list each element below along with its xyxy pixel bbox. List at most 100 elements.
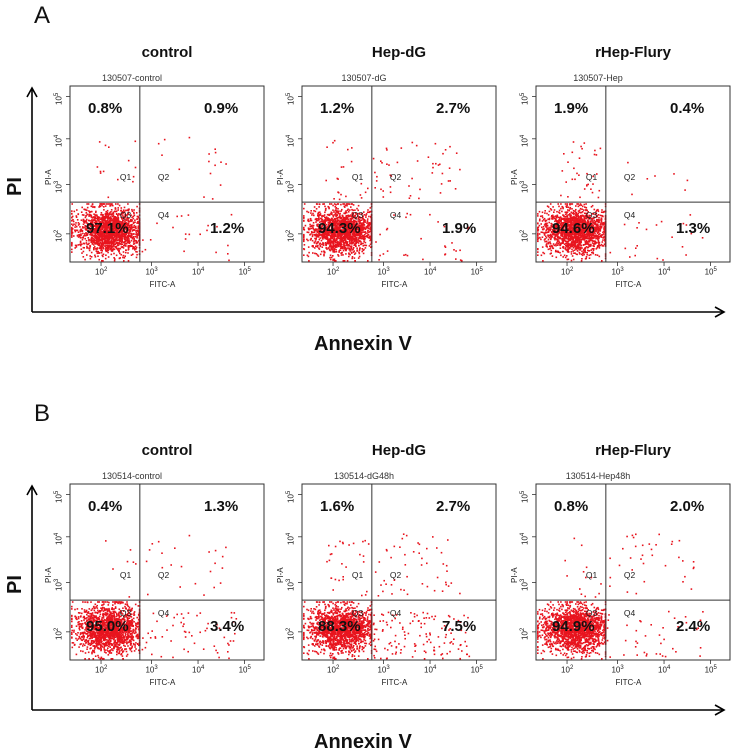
q3-point [84, 237, 86, 240]
q3-point [111, 223, 113, 225]
q3-point [92, 241, 94, 244]
q3-point [112, 214, 115, 217]
q3-point [346, 243, 348, 245]
q3-point [135, 256, 138, 259]
q3-point [82, 250, 85, 253]
q3-point [104, 231, 107, 233]
q3-point [113, 236, 116, 238]
q3-point [102, 216, 105, 219]
q3-point [123, 257, 126, 259]
q3-point [101, 216, 104, 218]
q3-point [369, 239, 371, 242]
q3-point [93, 225, 95, 227]
q3-point [130, 235, 132, 238]
q3-point [130, 254, 133, 256]
q3-point [127, 226, 129, 229]
q4-point [455, 250, 457, 252]
q3-point [130, 239, 133, 242]
q2-point [220, 161, 222, 163]
q3-point [127, 245, 129, 247]
q3-point [332, 259, 334, 262]
q2-point [386, 163, 388, 165]
q3-point [88, 249, 91, 252]
q3-point [537, 229, 540, 231]
q3-point [541, 226, 543, 229]
q3-point [115, 217, 117, 219]
q3-point [101, 260, 103, 262]
q3-point [99, 247, 101, 249]
q3-point [560, 254, 562, 257]
q3-point [109, 213, 111, 215]
q3-point [580, 244, 583, 247]
q4-point [386, 250, 389, 252]
q1-point [117, 178, 119, 181]
q4-point [404, 253, 407, 256]
q4-point [184, 238, 187, 240]
q3-point [547, 206, 550, 208]
q3-point [120, 213, 123, 215]
q3-point [330, 246, 332, 248]
q3-point [119, 225, 121, 227]
q3-point [579, 207, 582, 210]
q3-point [323, 253, 325, 256]
q3-point [599, 223, 602, 226]
q3-point [102, 221, 104, 223]
q1-point [345, 195, 347, 198]
q3-point [109, 221, 112, 224]
q3-point [94, 222, 97, 225]
q3-point [92, 237, 94, 240]
q3-point [98, 238, 101, 240]
q3-point [112, 241, 115, 244]
q3-point [574, 210, 576, 212]
q1-point [132, 180, 134, 183]
q3-point [76, 235, 79, 237]
q3-point [549, 247, 552, 249]
q3-point [581, 250, 583, 253]
q3-point [602, 239, 604, 241]
q3-point [115, 210, 118, 212]
q3-point [136, 234, 139, 236]
q3-point [109, 222, 111, 225]
q3-point [330, 213, 332, 215]
q3-point [118, 249, 120, 252]
q3-point [95, 236, 97, 239]
scatter-points [71, 136, 233, 262]
q3-point [351, 256, 354, 258]
q3-point [112, 204, 114, 207]
q3-point [89, 224, 91, 226]
q3-point [537, 213, 539, 215]
q3-point [85, 242, 88, 244]
q3-point [98, 239, 101, 242]
q3-point [110, 216, 112, 218]
q3-point [126, 236, 129, 239]
q3-point [106, 226, 109, 229]
q3-point [558, 240, 560, 243]
q3-point [102, 220, 104, 222]
q3-point [97, 252, 100, 254]
q3-point [116, 233, 118, 236]
q3-point [77, 244, 80, 246]
q3-point [109, 228, 111, 231]
q3-point [112, 242, 115, 245]
q3-point [348, 215, 350, 217]
q2-point [380, 188, 382, 191]
q3-point [122, 220, 124, 223]
q3-point [579, 248, 581, 251]
q3-point [124, 236, 127, 239]
q3-point [567, 209, 569, 211]
q3-point [95, 211, 97, 214]
q3-point [547, 242, 550, 244]
q3-point [111, 249, 114, 252]
q3-point [113, 223, 115, 226]
q3-point [100, 226, 102, 228]
q3-point [324, 251, 326, 254]
q3-point [551, 255, 554, 257]
q4-point [406, 254, 409, 257]
q3-point [320, 239, 323, 242]
q3-point [537, 248, 539, 250]
q3-point [93, 239, 95, 242]
q3-point [90, 238, 93, 240]
q4-point [382, 253, 385, 255]
q3-point [560, 217, 563, 219]
q3-point [101, 254, 104, 257]
